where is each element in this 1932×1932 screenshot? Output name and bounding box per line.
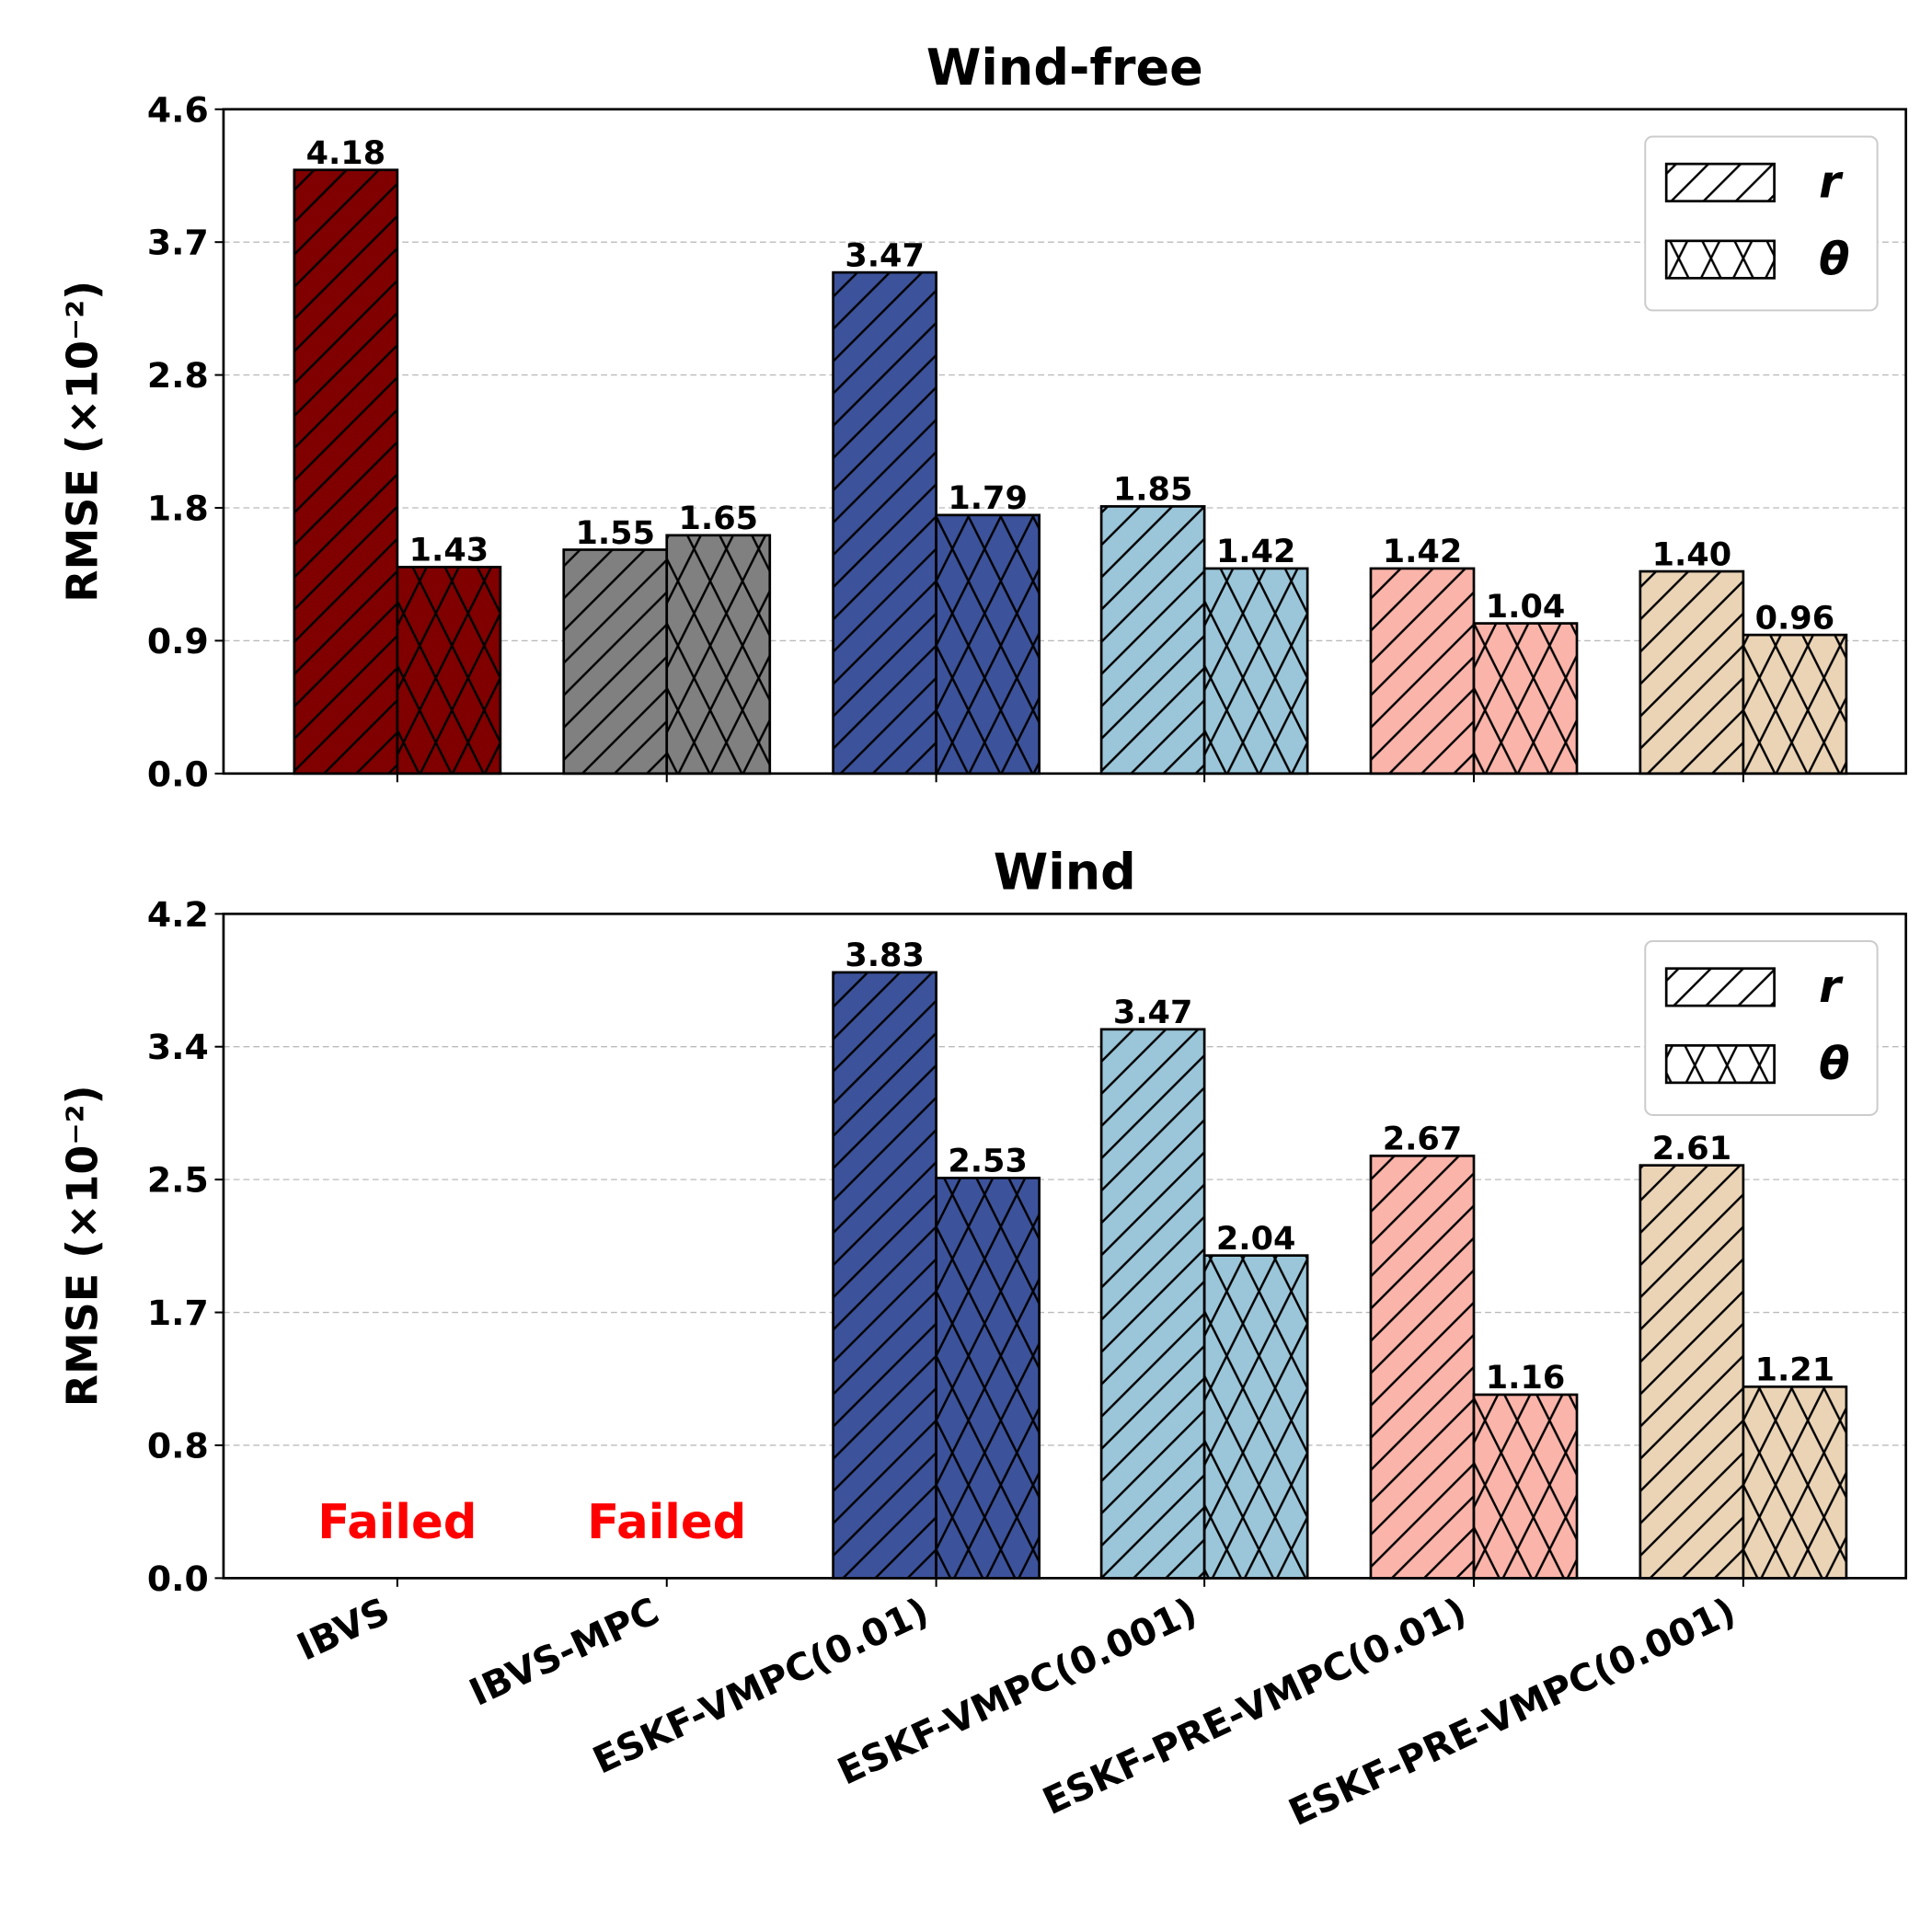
x-tick-label: ESKF-PRE-VMPC(0.001) [1282,1589,1742,1834]
data-label: 2.53 [948,1143,1028,1180]
bar-hatch [1202,1254,1309,1580]
y-tick-label: 2.5 [147,1160,209,1201]
failed-annotation: Failed [587,1495,746,1550]
bar-hatch [562,548,669,776]
data-label: 3.47 [1113,994,1193,1031]
chart-title: Wind-free [926,39,1203,97]
data-label: 1.16 [1486,1359,1566,1397]
y-tick-label: 3.4 [147,1027,209,1067]
axes-frame [222,912,1908,1580]
panel-wind: 0.0 0.8 1.7 2.5 3.4 4.2 3.83 3.47 2.67 2.61 2.53 2.… [57,843,1908,1834]
data-label: 0.96 [1755,599,1835,637]
legend-label: θ [1819,1039,1849,1090]
data-label: 3.47 [845,236,925,274]
bar-hatch [1369,567,1476,776]
chart-title: Wind [994,843,1136,901]
legend-swatch [1664,239,1776,280]
bar-hatch [293,168,399,776]
data-label: 1.42 [1383,533,1463,570]
x-tick-label: ESKF-PRE-VMPC(0.01) [1036,1589,1473,1823]
legend-label: r [1819,157,1844,209]
bar-hatch [396,565,502,776]
y-tick-label: 1.7 [147,1293,209,1333]
bar-hatch [1099,505,1206,776]
legend: rθ [1644,135,1879,312]
bar-hatch [1639,1164,1745,1580]
bar-hatch [1639,569,1745,776]
data-label: 1.40 [1652,535,1732,573]
failed-annotation: Failed [317,1495,477,1550]
data-label: 1.85 [1113,471,1193,509]
bar-hatch [1472,622,1579,776]
data-label: 4.18 [306,134,386,172]
bar-hatch [1742,1385,1848,1580]
bar-hatch [665,534,772,776]
y-tick-label: 0.0 [147,753,209,794]
y-tick-label: 0.8 [147,1425,209,1466]
y-tick-label: 0.0 [147,1558,209,1599]
y-axis-label: RMSE (×10⁻²) [57,281,107,603]
data-label: 2.61 [1652,1130,1732,1167]
legend-label: r [1819,961,1844,1013]
data-label: 1.55 [575,514,655,552]
y-tick-label: 2.8 [147,355,209,396]
data-label: 2.04 [1216,1220,1296,1258]
y-tick-label: 1.8 [147,488,209,528]
y-axis-label: RMSE (×10⁻²) [57,1085,107,1407]
legend-swatch [1664,967,1776,1007]
bar-hatch [1202,567,1309,776]
x-tick-label: IBVS [290,1589,396,1670]
x-tick-label: IBVS-MPC [463,1589,666,1715]
data-label: 2.67 [1383,1121,1463,1158]
legend-swatch [1664,162,1776,202]
y-tick-label: 0.9 [147,621,209,661]
bar-hatch [832,270,937,776]
bar-hatch [935,513,1041,776]
legend: rθ [1644,939,1879,1116]
bar-hatch [1369,1154,1476,1580]
data-label: 1.04 [1486,588,1566,626]
bar-hatch [1472,1393,1579,1580]
y-tick-label: 3.7 [147,223,209,263]
data-label: 1.21 [1755,1351,1835,1389]
legend-label: θ [1819,234,1849,285]
data-label: 1.42 [1216,533,1296,570]
data-label: 1.79 [948,479,1028,517]
bar-hatch [935,1177,1041,1580]
bar-hatch [1099,1028,1206,1580]
data-label: 1.43 [409,532,489,569]
y-tick-label: 4.6 [147,89,209,130]
panel-wind-free: 0.0 0.9 1.8 2.8 3.7 4.6 4.18 1.55 3.47 1.85 1.42 1.… [57,39,1908,794]
data-label: 1.65 [678,500,758,537]
y-tick-label: 4.2 [147,894,209,935]
data-label: 3.83 [845,937,925,974]
axes-frame [222,108,1908,776]
bar-hatch [832,971,937,1580]
legend-swatch [1664,1044,1776,1085]
bar-hatch [1742,633,1848,776]
